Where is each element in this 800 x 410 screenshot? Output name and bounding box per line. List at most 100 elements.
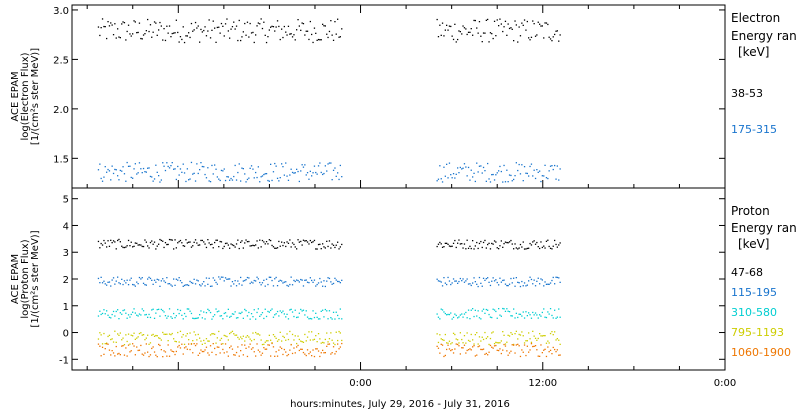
data-point: [469, 348, 471, 350]
data-point: [189, 348, 191, 351]
data-point: [502, 246, 504, 248]
data-point: [439, 165, 441, 167]
data-point: [268, 180, 270, 182]
data-point: [227, 339, 229, 341]
data-point: [556, 338, 558, 340]
data-point: [188, 343, 190, 345]
data-point: [130, 241, 132, 243]
data-point: [249, 318, 251, 320]
data-point: [275, 351, 277, 353]
legend-entry: 795-1193: [731, 326, 784, 339]
data-point: [240, 241, 242, 243]
data-point: [134, 312, 136, 314]
data-point: [126, 161, 128, 164]
data-point: [263, 241, 265, 243]
data-point: [153, 317, 156, 319]
data-point: [100, 27, 102, 29]
data-point: [300, 240, 302, 243]
data-point: [152, 31, 154, 33]
y-axis-title-line: ACE EPAM: [10, 71, 21, 121]
data-point: [240, 350, 242, 352]
data-point: [123, 173, 126, 175]
data-point: [242, 354, 244, 356]
data-point: [261, 175, 264, 177]
data-point: [554, 239, 556, 242]
data-point: [246, 315, 249, 317]
data-point: [498, 284, 500, 286]
data-point: [495, 174, 497, 176]
x-axis-title: hours:minutes, July 29, 2016 - July 31, …: [290, 399, 510, 410]
data-point: [107, 21, 109, 23]
data-point: [514, 352, 516, 354]
data-point: [334, 353, 336, 355]
data-point: [499, 342, 501, 344]
data-point: [309, 239, 311, 242]
data-point: [136, 346, 138, 348]
legend-entry: 115-195: [731, 286, 777, 299]
data-point: [555, 276, 557, 278]
data-point: [149, 24, 152, 26]
data-point: [111, 338, 113, 340]
data-point: [544, 247, 546, 249]
data-point: [274, 355, 276, 357]
data-point: [484, 170, 486, 172]
data-point: [517, 248, 519, 250]
data-point: [492, 243, 494, 245]
data-point: [230, 315, 232, 317]
data-point: [104, 26, 106, 28]
data-point: [478, 317, 481, 319]
data-point: [439, 352, 441, 354]
data-point: [144, 239, 146, 241]
data-point: [439, 334, 441, 336]
data-point: [525, 29, 527, 31]
data-point: [529, 349, 531, 351]
data-point: [518, 26, 520, 28]
data-point: [540, 180, 542, 183]
data-point: [495, 35, 497, 37]
data-point: [207, 30, 209, 32]
data-point: [104, 313, 106, 315]
data-point: [203, 339, 205, 342]
data-point: [296, 346, 298, 348]
data-point: [235, 179, 238, 181]
data-point: [537, 355, 539, 357]
data-point: [227, 278, 229, 280]
data-point: [101, 180, 104, 182]
data-point: [437, 347, 440, 349]
data-point: [229, 278, 231, 280]
data-point: [214, 241, 216, 244]
data-point: [337, 241, 339, 243]
data-point: [457, 242, 459, 244]
data-point: [482, 166, 485, 169]
data-point: [230, 243, 232, 245]
data-point: [142, 34, 145, 36]
data-point: [192, 352, 194, 354]
data-point: [308, 178, 310, 180]
data-point: [212, 277, 214, 279]
data-point: [450, 349, 452, 352]
data-point: [335, 175, 337, 177]
data-point: [287, 353, 290, 356]
data-point: [533, 240, 535, 242]
data-point: [323, 316, 325, 318]
data-point: [130, 277, 132, 279]
data-point: [304, 240, 306, 242]
legend-entry: 47-68: [731, 266, 763, 279]
data-point: [481, 336, 483, 338]
data-point: [540, 344, 542, 346]
data-point: [302, 341, 305, 343]
data-point: [240, 276, 242, 279]
data-point: [267, 340, 269, 342]
data-point: [451, 349, 453, 351]
data-point: [324, 165, 326, 167]
data-point: [237, 346, 239, 348]
data-point: [274, 30, 276, 32]
data-point: [159, 344, 161, 347]
data-point: [489, 32, 492, 34]
data-point: [451, 245, 453, 247]
data-point: [214, 314, 216, 316]
data-point: [508, 335, 511, 337]
data-point: [148, 247, 150, 249]
data-point: [108, 25, 111, 27]
